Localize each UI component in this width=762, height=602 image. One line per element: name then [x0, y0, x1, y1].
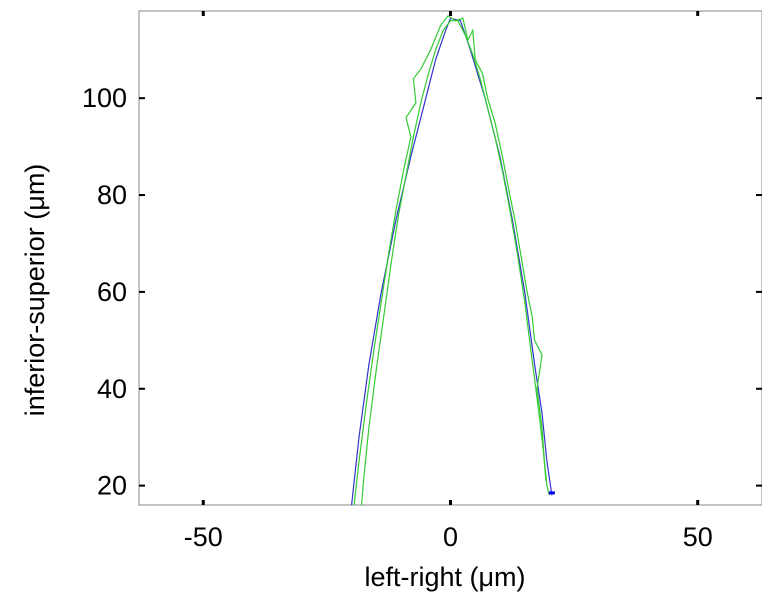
- y-tick-label: 40: [97, 374, 127, 404]
- y-tick-label: 80: [97, 180, 127, 210]
- y-tick-label: 100: [82, 83, 127, 113]
- series-line-1: [351, 17, 553, 506]
- data-marker: [548, 491, 555, 495]
- y-axis-label: inferior-superior (μm): [20, 164, 50, 417]
- x-axis-ticks: -50 0 50: [184, 11, 713, 552]
- x-tick-label: -50: [184, 522, 223, 552]
- series-line-3: [360, 20, 547, 506]
- marker-layer: [548, 491, 555, 495]
- y-axis-ticks: 20 40 60 80 100: [82, 83, 762, 501]
- y-tick-label: 20: [97, 471, 127, 501]
- y-tick-label: 60: [97, 277, 127, 307]
- x-axis-label: left-right (μm): [364, 562, 525, 592]
- x-tick-label: 50: [683, 522, 713, 552]
- plot-area: [138, 10, 762, 506]
- series-layer: [351, 14, 553, 506]
- x-tick-label: 0: [443, 522, 458, 552]
